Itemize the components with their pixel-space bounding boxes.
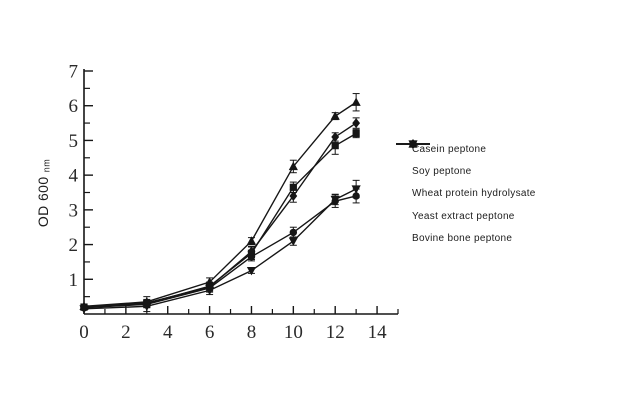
data-point-bovine-bone-peptone [142,297,151,308]
data-point-wheat-protein-hydrolysate [205,277,215,286]
data-point-wheat-protein-hydrolysate [288,161,298,171]
legend-label-yeast-extract-peptone: Yeast extract peptone [412,210,515,222]
x-tick-label: 12 [326,322,345,343]
y-tick-label: 2 [69,235,79,256]
chart-legend: Casein peptone Soy peptone Wheat protein h… [396,138,536,250]
data-point-casein-peptone [331,142,339,150]
y-axis-label: OD 600 nm [35,159,52,227]
legend-marker-bovine-bone-peptone [409,139,417,149]
y-tick-label: 3 [69,200,79,221]
data-point-casein-peptone [289,183,297,191]
legend-item-soy-peptone: Soy peptone [396,140,536,182]
data-point-yeast-extract-peptone [330,195,340,205]
data-point-soy-peptone [289,228,298,237]
data-point-bovine-bone-peptone [247,246,256,257]
y-tick-label: 1 [69,270,79,291]
data-point-bovine-bone-peptone [352,118,361,129]
series-casein-peptone [80,128,360,311]
series-bovine-bone-peptone [80,117,361,313]
data-point-bovine-bone-peptone [331,131,340,142]
data-point-bovine-bone-peptone [205,281,214,292]
data-point-wheat-protein-hydrolysate [330,111,340,120]
x-tick-label: 6 [205,322,215,343]
data-point-wheat-protein-hydrolysate [246,236,257,245]
data-point-yeast-extract-peptone [351,185,361,194]
series-yeast-extract-peptone [79,179,361,314]
data-point-yeast-extract-peptone [288,237,298,246]
x-tick-label: 2 [121,322,131,343]
diamond-icon [396,139,430,149]
y-tick-label: 5 [69,131,79,152]
series-soy-peptone [80,188,360,312]
y-tick-label: 7 [69,62,79,83]
legend-item-bovine-bone-peptone: Bovine bone peptone [396,139,536,250]
y-tick-label: 4 [69,166,79,187]
x-tick-label: 0 [79,322,89,343]
data-point-yeast-extract-peptone [246,267,257,276]
series-line-yeast-extract-peptone [83,188,357,310]
data-point-wheat-protein-hydrolysate [351,97,361,106]
legend-label-wheat-protein-hydrolysate: Wheat protein hydrolysate [412,188,536,200]
data-point-casein-peptone [352,129,360,138]
x-tick-label: 10 [284,322,303,343]
legend-label-soy-peptone: Soy peptone [412,166,472,178]
legend-label-casein-peptone: Casein peptone [412,143,487,155]
x-tick-label: 14 [368,322,388,343]
y-tick-label: 6 [69,96,79,117]
legend-label-bovine-bone-peptone: Bovine bone peptone [412,233,513,245]
series-line-soy-peptone [83,195,357,309]
x-tick-label: 4 [163,322,173,343]
x-tick-label: 8 [247,322,257,343]
data-point-bovine-bone-peptone [289,190,298,201]
data-point-bovine-bone-peptone [80,302,88,313]
legend-item-yeast-extract-peptone: Yeast extract peptone [396,140,536,227]
series-line-wheat-protein-hydrolysate [83,101,357,308]
legend-item-wheat-protein-hydrolysate: Wheat protein hydrolysate [396,139,536,205]
